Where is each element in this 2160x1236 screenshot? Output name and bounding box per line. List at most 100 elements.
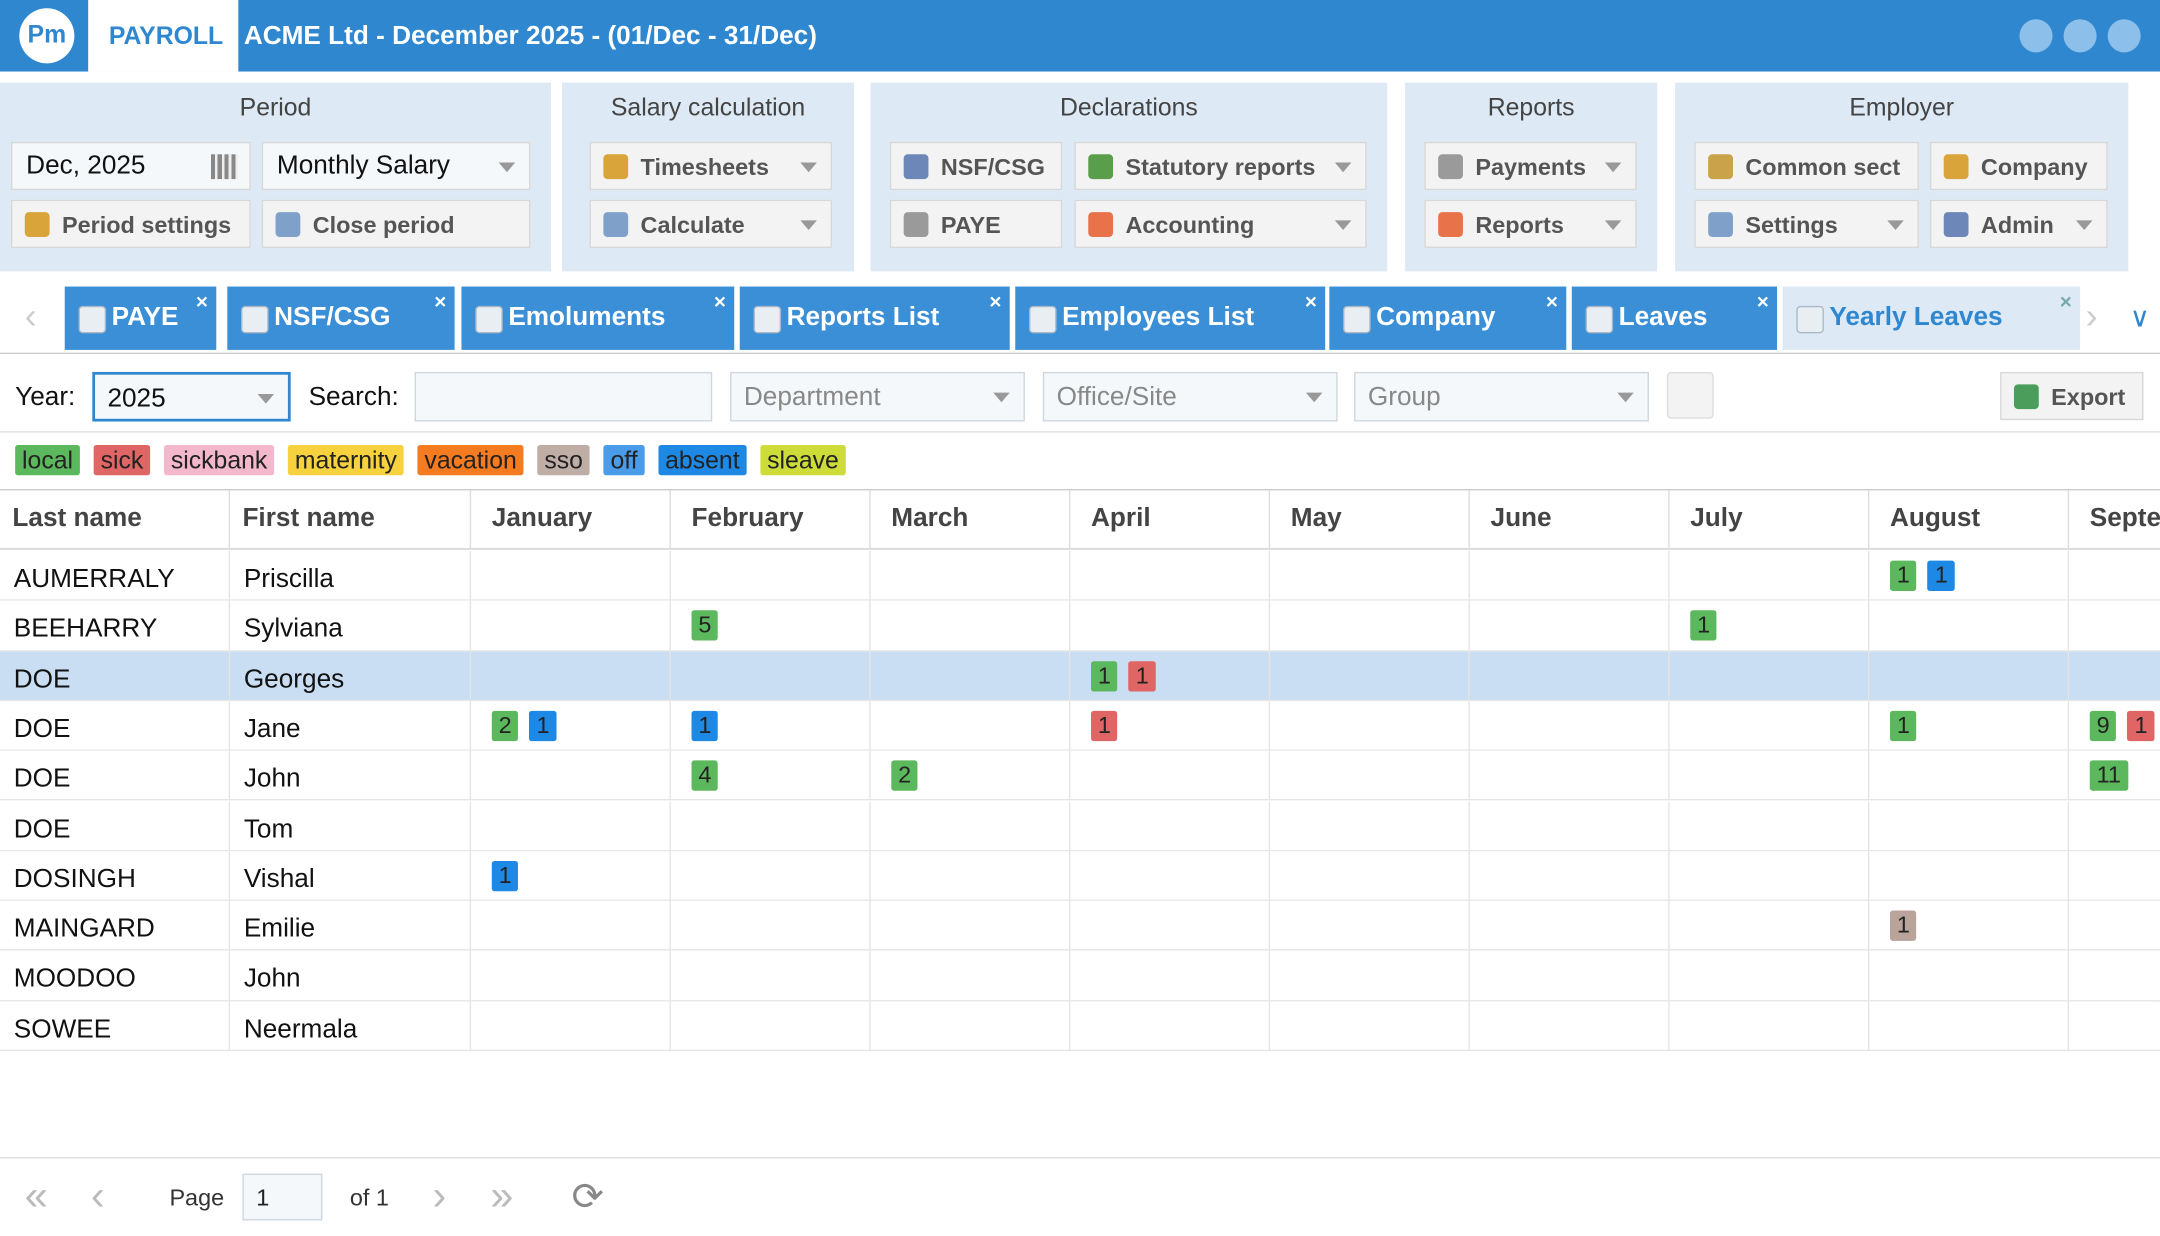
cell: Emilie xyxy=(230,901,472,951)
close-tab[interactable]: × xyxy=(1756,290,1769,315)
ribbon-button[interactable]: Timesheets xyxy=(589,141,833,191)
group-title: Declarations xyxy=(1059,93,1198,122)
table-row[interactable] xyxy=(0,701,2160,752)
ribbon-button[interactable]: Payments xyxy=(1424,141,1637,191)
ribbon-button[interactable]: Accounting xyxy=(1074,199,1367,248)
cell xyxy=(1670,751,1870,801)
ribbon-button[interactable]: Period settings xyxy=(11,199,251,248)
cell xyxy=(1270,601,1470,651)
column-header[interactable]: February xyxy=(671,490,871,549)
table-row[interactable] xyxy=(0,651,2160,702)
close-tab[interactable]: × xyxy=(434,290,447,315)
filter-select[interactable]: Department xyxy=(730,371,1025,422)
leave-badge: 1 xyxy=(1091,710,1118,741)
ribbon-button[interactable]: Close period xyxy=(261,199,531,248)
settings-icon[interactable] xyxy=(2107,19,2141,53)
last-page[interactable]: » xyxy=(490,1173,514,1220)
tab[interactable]: PAYE × xyxy=(64,286,217,350)
column-header[interactable]: Last name xyxy=(0,490,231,549)
ribbon-button[interactable]: NSF/CSG xyxy=(889,141,1063,191)
column-header[interactable]: August xyxy=(1869,490,2070,549)
ribbon-button[interactable]: Common sect xyxy=(1694,141,1919,191)
tab-menu[interactable]: ∨ xyxy=(2129,303,2150,334)
close-tab[interactable]: × xyxy=(1545,290,1559,315)
close-tab[interactable]: × xyxy=(1304,290,1317,315)
input-field[interactable]: Dec, 2025 xyxy=(11,141,251,191)
close-tab[interactable]: × xyxy=(195,290,209,315)
column-header[interactable]: First name xyxy=(230,490,472,549)
tab[interactable]: Emoluments × xyxy=(461,286,735,350)
tab[interactable]: NSF/CSG × xyxy=(227,286,455,350)
cell xyxy=(1869,651,2070,701)
page-input[interactable]: 1 xyxy=(242,1173,323,1221)
collapse-icon[interactable] xyxy=(2019,19,2053,53)
table-row[interactable] xyxy=(0,601,2160,652)
column-header[interactable]: June xyxy=(1470,490,1670,549)
cell xyxy=(1470,901,1670,951)
column-header[interactable]: July xyxy=(1670,490,1870,549)
prev-page[interactable]: ‹ xyxy=(90,1173,105,1220)
column-header[interactable]: March xyxy=(871,490,1071,549)
table-row[interactable] xyxy=(0,751,2160,802)
table-row[interactable] xyxy=(0,801,2160,852)
ribbon-button[interactable]: PAYE xyxy=(889,199,1063,248)
cell xyxy=(671,901,871,951)
column-header[interactable]: January xyxy=(471,490,671,549)
input-field[interactable]: Monthly Salary xyxy=(261,141,531,191)
tab[interactable]: Yearly Leaves × xyxy=(1782,286,2081,350)
cell: 1 xyxy=(1670,601,1870,651)
cell xyxy=(2069,551,2160,601)
cell: BEEHARRY xyxy=(0,601,231,651)
dropdown-arrow xyxy=(1334,220,1352,238)
ribbon-button[interactable]: Company xyxy=(1929,141,2108,191)
icon xyxy=(1708,154,1733,180)
ribbon-button[interactable]: Statutory reports xyxy=(1074,141,1367,191)
refresh[interactable]: ⟳ xyxy=(571,1175,605,1218)
cell xyxy=(1270,1001,1470,1051)
tab[interactable]: Employees List × xyxy=(1015,286,1326,350)
close-tab[interactable]: × xyxy=(989,290,1002,315)
cell xyxy=(671,951,871,1001)
scroll-left[interactable]: ‹ xyxy=(24,294,37,337)
column-header[interactable]: September xyxy=(2069,490,2160,548)
table-row[interactable] xyxy=(0,901,2160,952)
table-row[interactable] xyxy=(0,1001,2160,1052)
ribbon-button[interactable]: Settings xyxy=(1694,199,1919,248)
scroll-right[interactable]: › xyxy=(2085,294,2098,337)
tab[interactable]: Leaves × xyxy=(1571,286,1778,350)
icon xyxy=(475,305,503,334)
close-tab[interactable]: × xyxy=(2059,290,2072,315)
ribbon-button[interactable]: Calculate xyxy=(589,199,833,248)
filter-select[interactable]: Group xyxy=(1354,371,1649,422)
table-row[interactable] xyxy=(0,951,2160,1002)
tab[interactable]: Reports List × xyxy=(739,286,1010,350)
ribbon-button[interactable]: Reports xyxy=(1424,199,1637,248)
first-page[interactable]: « xyxy=(24,1173,48,1220)
table-row[interactable] xyxy=(0,851,2160,902)
leave-badge: 2 xyxy=(491,710,519,741)
clear-button[interactable] xyxy=(1666,371,1714,419)
dropdown-arrow xyxy=(993,392,1010,411)
column-header[interactable]: April xyxy=(1070,490,1271,549)
export-button[interactable]: Export xyxy=(2000,371,2144,421)
year-select[interactable]: 2025 xyxy=(92,371,291,422)
dropdown-arrow xyxy=(1604,162,1622,181)
logo[interactable]: Pm xyxy=(19,8,75,64)
table-row[interactable] xyxy=(0,551,2160,602)
close-tab[interactable]: × xyxy=(713,290,726,315)
ribbon-button[interactable]: Admin xyxy=(1929,199,2108,248)
module-tab[interactable]: PAYROLL xyxy=(88,0,239,72)
tab[interactable]: Company × xyxy=(1329,286,1567,350)
cell xyxy=(1869,951,2070,1001)
next-page[interactable]: › xyxy=(432,1173,447,1220)
group-title: Period xyxy=(239,93,312,122)
help-icon[interactable] xyxy=(2063,19,2097,53)
cell xyxy=(871,951,1071,1001)
legend-item: sickbank xyxy=(163,444,275,476)
column-header[interactable]: May xyxy=(1270,490,1470,549)
cell xyxy=(1470,1001,1670,1051)
filter-select[interactable]: Office/Site xyxy=(1042,371,1338,422)
cell xyxy=(471,951,671,1001)
search-input[interactable] xyxy=(414,371,713,422)
